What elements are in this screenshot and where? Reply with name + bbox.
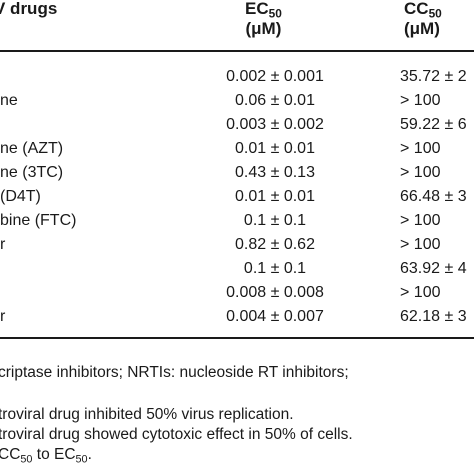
cc50-value-cell: 59.22 ± 6 bbox=[400, 116, 467, 133]
table-row: 0.1 ± 0.1 63.92 ± 4 bbox=[0, 257, 474, 281]
drug-name-cell: ne bbox=[0, 92, 18, 109]
table-row: 0.003 ± 0.002 59.22 ± 6 bbox=[0, 113, 474, 137]
ec50-header-unit: (μM) bbox=[245, 19, 282, 38]
ec50-value-cell: 0.82 ± 0.62 bbox=[235, 236, 315, 253]
ec50-value-cell: 0.003 ± 0.002 bbox=[226, 116, 324, 133]
cc50-column-header: CC50 (μM) bbox=[404, 0, 442, 39]
table-row: ne 0.06 ± 0.01 > 100 bbox=[0, 89, 474, 113]
drug-name-cell: (D4T) bbox=[0, 188, 41, 205]
drug-name-cell: r bbox=[0, 236, 6, 253]
ec50-value-cell: 0.1 ± 0.1 bbox=[243, 212, 307, 229]
table-row: (D4T) 0.01 ± 0.01 66.48 ± 3 bbox=[0, 185, 474, 209]
table-row: ne (3TC) 0.43 ± 0.13 > 100 bbox=[0, 161, 474, 185]
table-row: 0.008 ± 0.008 > 100 bbox=[0, 281, 474, 305]
ec50-value-cell: 0.43 ± 0.13 bbox=[235, 164, 315, 181]
cc50-header-unit: (μM) bbox=[404, 19, 440, 38]
cc50-value-cell: > 100 bbox=[400, 140, 441, 157]
ec50-header-label: EC50 bbox=[245, 0, 282, 21]
drug-name-cell: r bbox=[0, 308, 6, 325]
ec50-value-cell: 0.002 ± 0.001 bbox=[226, 68, 324, 85]
table-row: r 0.82 ± 0.62 > 100 bbox=[0, 233, 474, 257]
cc50-value-cell: > 100 bbox=[400, 92, 441, 109]
table-row: ne (AZT) 0.01 ± 0.01 > 100 bbox=[0, 137, 474, 161]
footnote-cc50: troviral drug showed cytotoxic effect in… bbox=[0, 426, 353, 443]
cc50-value-cell: > 100 bbox=[400, 212, 441, 229]
table-row: 0.002 ± 0.001 35.72 ± 2 bbox=[0, 65, 474, 89]
cc50-value-cell: > 100 bbox=[400, 236, 441, 253]
drug-name-cell: ne (AZT) bbox=[0, 140, 64, 157]
cc50-value-cell: > 100 bbox=[400, 284, 441, 301]
bottom-rule bbox=[0, 337, 474, 339]
ec50-value-cell: 0.1 ± 0.1 bbox=[243, 260, 307, 277]
table-row: r 0.004 ± 0.007 62.18 ± 3 bbox=[0, 305, 474, 329]
cc50-value-cell: 62.18 ± 3 bbox=[400, 308, 467, 325]
ec50-column-header: EC50 (μM) bbox=[245, 0, 282, 39]
table-row: bine (FTC) 0.1 ± 0.1 > 100 bbox=[0, 209, 474, 233]
cc50-value-cell: 35.72 ± 2 bbox=[400, 68, 467, 85]
ec50-value-cell: 0.01 ± 0.01 bbox=[235, 140, 315, 157]
drug-name-cell: bine (FTC) bbox=[0, 212, 77, 229]
cc50-value-cell: 63.92 ± 4 bbox=[400, 260, 467, 277]
ec50-value-cell: 0.06 ± 0.01 bbox=[235, 92, 315, 109]
ec50-value-cell: 0.01 ± 0.01 bbox=[235, 188, 315, 205]
cc50-header-label: CC50 bbox=[404, 0, 442, 21]
cc50-value-cell: > 100 bbox=[400, 164, 441, 181]
footnote-selectivity-index: CC50 to EC50. bbox=[0, 446, 92, 466]
drugs-column-header: V drugs bbox=[0, 0, 58, 18]
cc50-value-cell: 66.48 ± 3 bbox=[400, 188, 467, 205]
drug-name-cell: ne (3TC) bbox=[0, 164, 64, 181]
ec50-value-cell: 0.008 ± 0.008 bbox=[226, 284, 324, 301]
footnote-ec50: troviral drug inhibited 50% virus replic… bbox=[0, 406, 294, 423]
ec50-value-cell: 0.004 ± 0.007 bbox=[226, 308, 324, 325]
header-rule bbox=[0, 50, 474, 52]
footnote-abbreviations: criptase inhibitors; NRTIs: nucleoside R… bbox=[0, 364, 349, 381]
